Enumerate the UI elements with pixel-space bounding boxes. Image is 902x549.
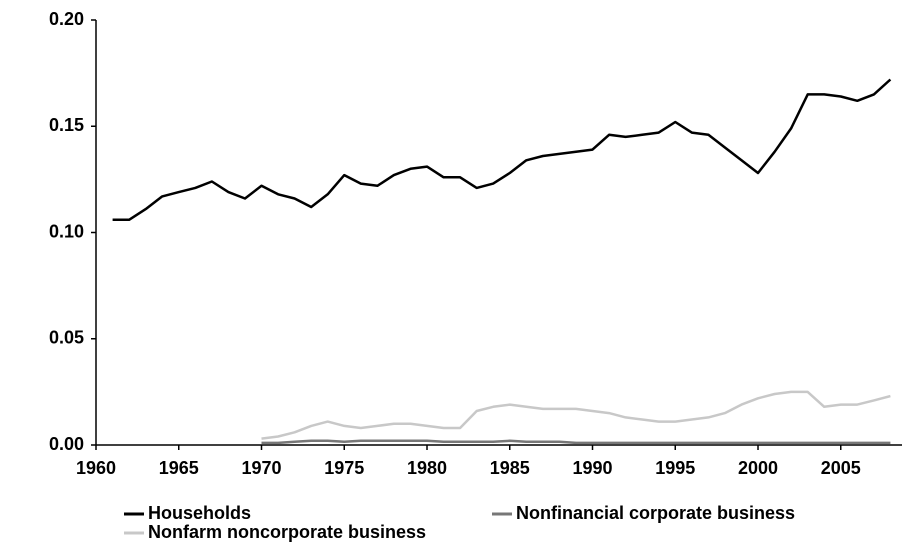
- series-line: [261, 439, 891, 445]
- x-tick-label: 2000: [738, 458, 778, 478]
- legend-label: Households: [148, 503, 251, 523]
- x-tick-label: 1980: [407, 458, 447, 478]
- legend-label: Nonfarm noncorporate business: [148, 522, 426, 542]
- y-tick-label: 0.15: [49, 115, 84, 135]
- legend-label: Nonfinancial corporate business: [516, 503, 795, 523]
- y-tick-label: 0.20: [49, 9, 84, 29]
- y-tick-label: 0.00: [49, 434, 84, 454]
- x-tick-label: 1970: [241, 458, 281, 478]
- x-tick-label: 1995: [655, 458, 695, 478]
- x-tick-label: 1990: [572, 458, 612, 478]
- series-line: [112, 78, 892, 222]
- y-tick-label: 0.05: [49, 328, 84, 348]
- x-tick-label: 1965: [159, 458, 199, 478]
- series-line: [261, 390, 891, 440]
- x-tick-label: 1985: [490, 458, 530, 478]
- x-tick-label: 2005: [821, 458, 861, 478]
- x-tick-label: 1960: [76, 458, 116, 478]
- y-tick-label: 0.10: [49, 221, 84, 241]
- x-tick-label: 1975: [324, 458, 364, 478]
